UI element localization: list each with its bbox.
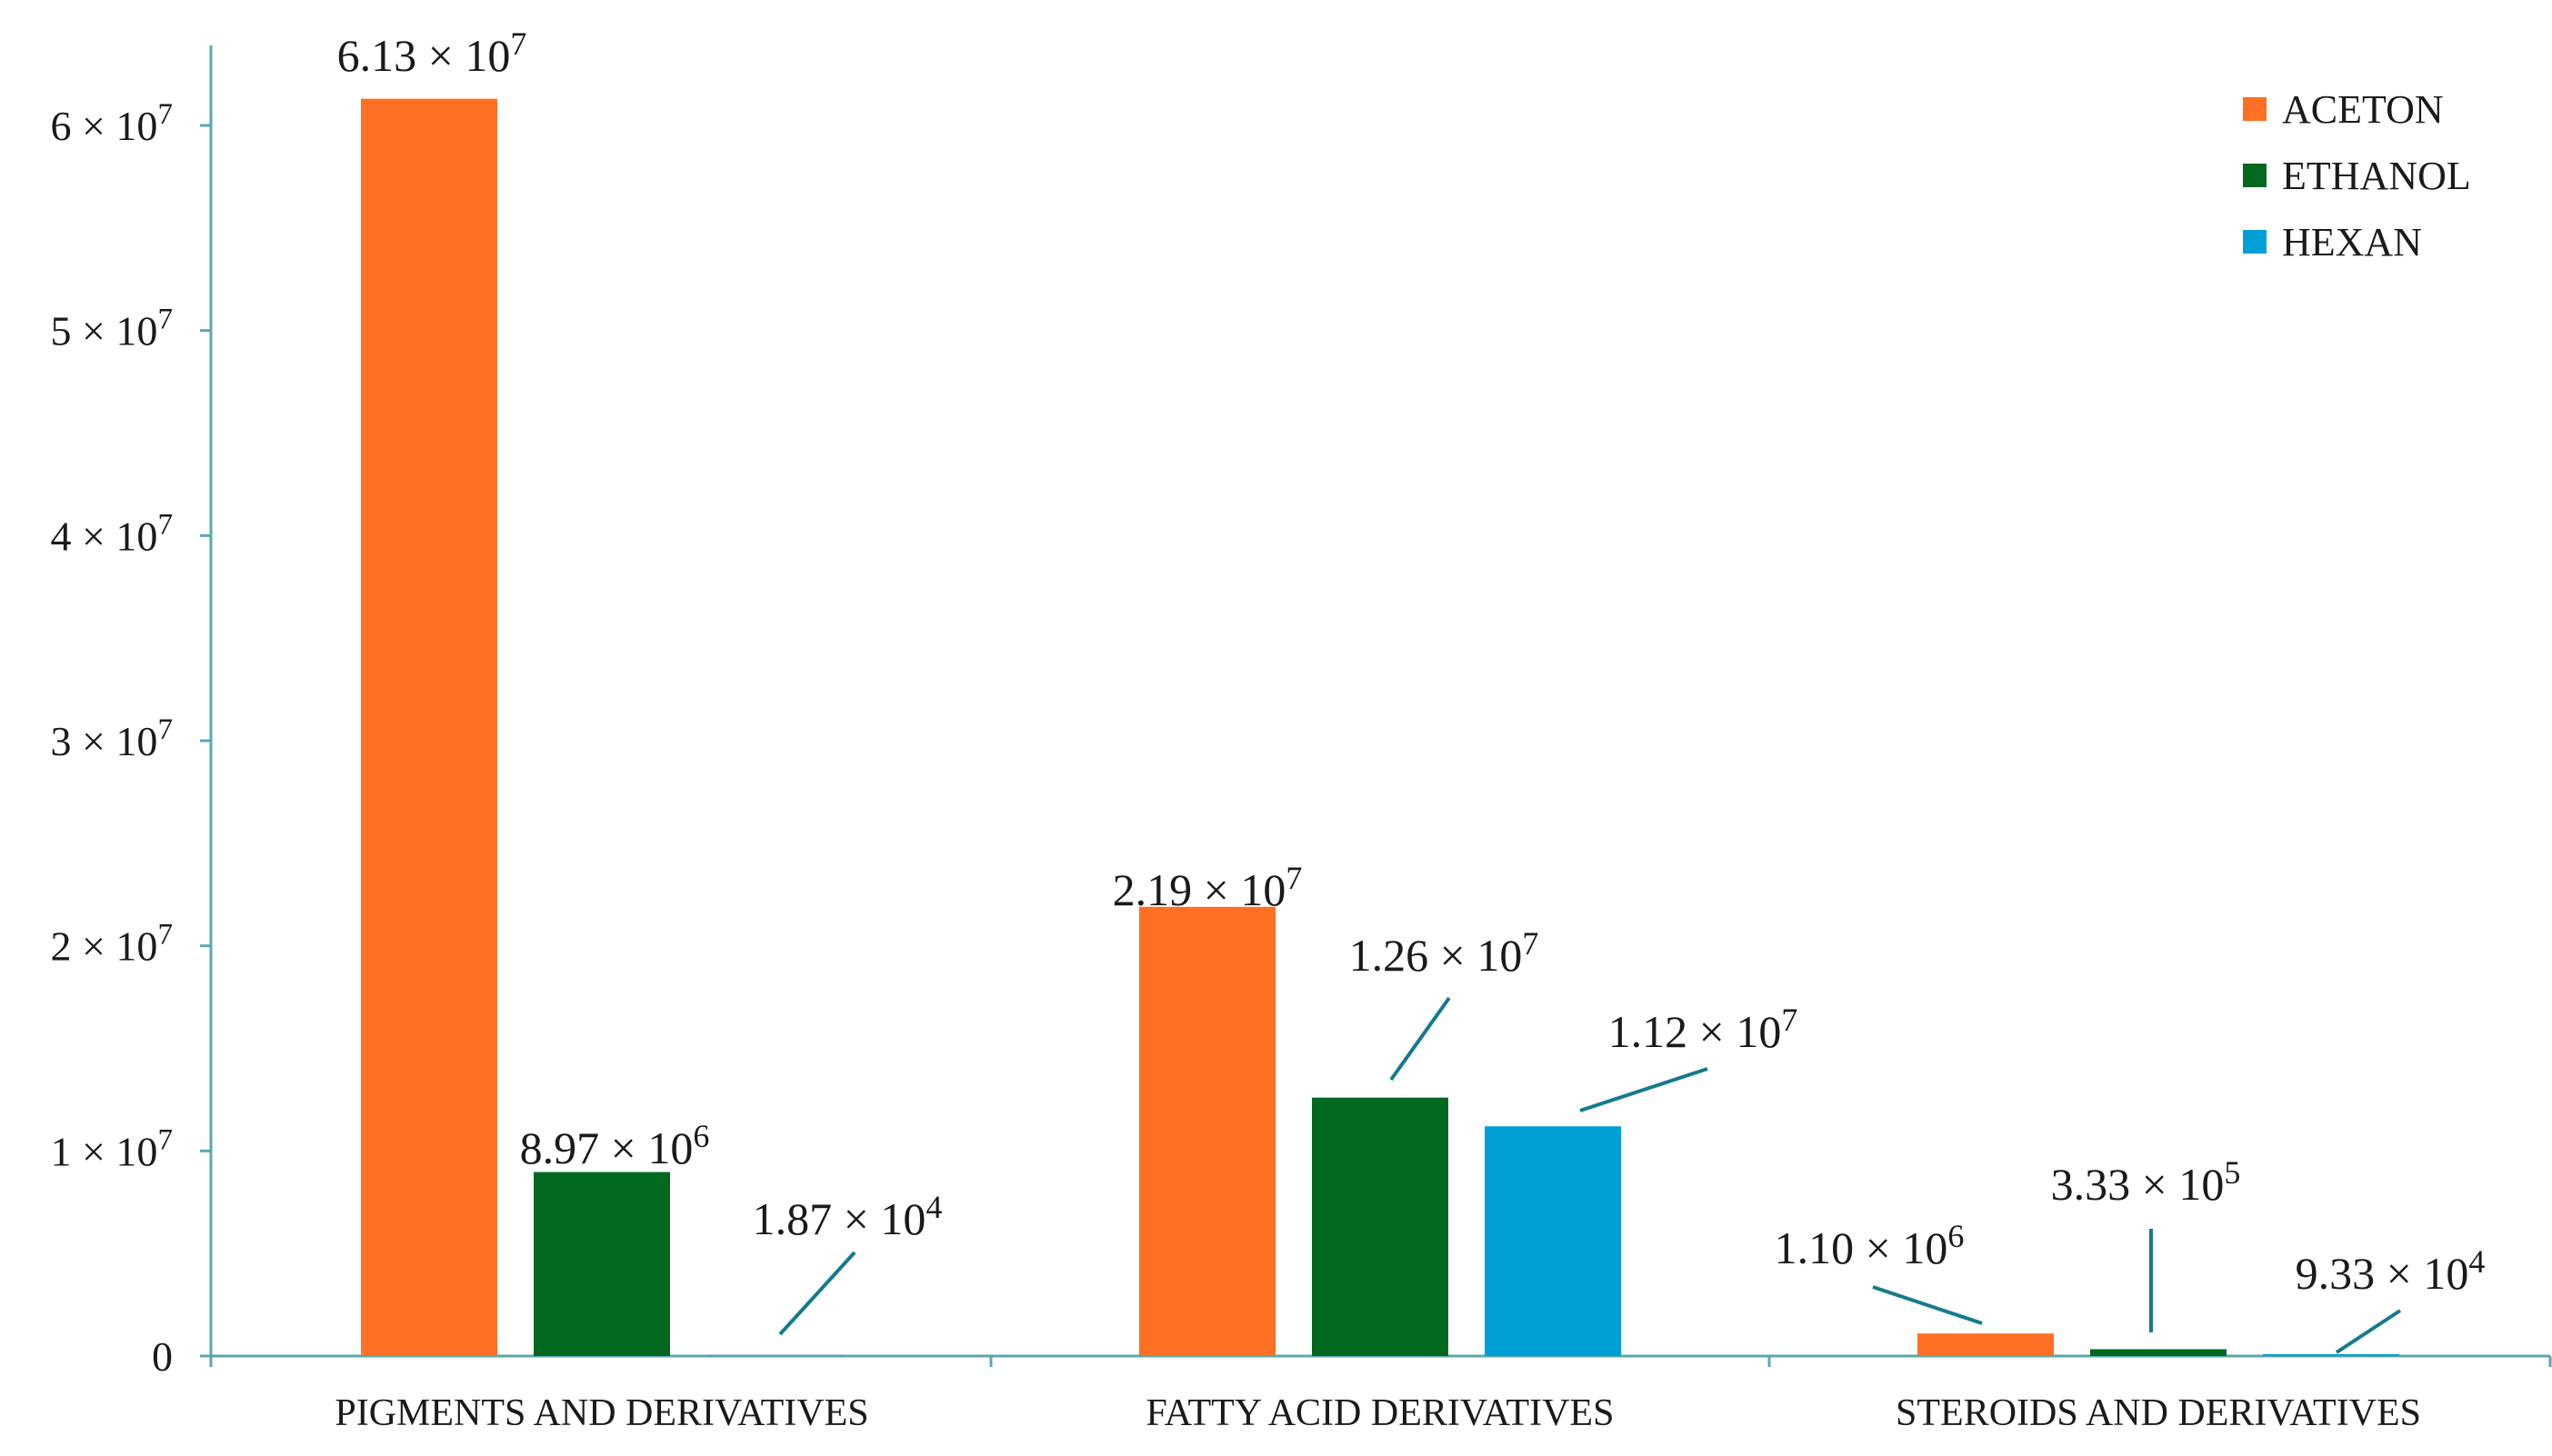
data-label-leader-line bbox=[1872, 1285, 1983, 1325]
bar-hexan bbox=[1485, 1126, 1621, 1356]
data-label-leader-line bbox=[778, 1251, 856, 1336]
legend-label-ethanol: ETHANOL bbox=[2282, 154, 2471, 198]
x-category-label: FATTY ACID DERIVATIVES bbox=[1146, 1392, 1615, 1434]
x-category-label: PIGMENTS AND DERIVATIVES bbox=[335, 1392, 868, 1434]
y-tick-label: 3 × 107 bbox=[50, 713, 173, 764]
data-label-ethanol: 1.26 × 107 bbox=[1349, 925, 1539, 981]
data-label-leader-line bbox=[1579, 1067, 1708, 1112]
data-label-leader-line bbox=[2335, 1309, 2402, 1354]
y-tick-label: 4 × 107 bbox=[50, 507, 173, 559]
legend-swatch-aceton bbox=[2243, 97, 2267, 121]
bar-ethanol bbox=[2090, 1349, 2227, 1356]
bar-aceton bbox=[1139, 906, 1276, 1356]
x-category-label: STEROIDS AND DERIVATIVES bbox=[1896, 1392, 2421, 1434]
y-tick-label: 6 × 107 bbox=[50, 97, 173, 149]
y-tick-label: 5 × 107 bbox=[50, 303, 173, 354]
bar-hexan bbox=[2263, 1353, 2399, 1356]
y-tick-label: 2 × 107 bbox=[50, 918, 173, 970]
data-label-aceton: 1.10 × 106 bbox=[1775, 1218, 1965, 1273]
legend-swatch-hexan bbox=[2243, 230, 2267, 254]
bar-ethanol bbox=[534, 1172, 670, 1356]
bar-ethanol bbox=[1312, 1097, 1448, 1356]
data-label-leader-line bbox=[1389, 996, 1451, 1082]
data-label-hexan: 1.12 × 107 bbox=[1608, 1002, 1798, 1057]
data-label-hexan: 1.87 × 104 bbox=[753, 1189, 943, 1244]
data-label-ethanol: 8.97 × 106 bbox=[520, 1118, 710, 1173]
data-label-aceton: 6.13 × 107 bbox=[337, 25, 527, 81]
legend-label-hexan: HEXAN bbox=[2282, 220, 2422, 264]
legend-label-aceton: ACETON bbox=[2282, 87, 2444, 132]
data-label-ethanol: 3.33 × 105 bbox=[2051, 1154, 2241, 1210]
bar-hexan bbox=[706, 1355, 843, 1356]
y-tick-label: 1 × 107 bbox=[50, 1122, 173, 1174]
data-label-hexan: 9.33 × 104 bbox=[2296, 1243, 2486, 1299]
legend-swatch-ethanol bbox=[2243, 164, 2267, 187]
y-tick-label: 0 bbox=[152, 1333, 173, 1380]
bar-aceton bbox=[361, 98, 497, 1356]
bar-aceton bbox=[1917, 1333, 2054, 1356]
data-label-aceton: 2.19 × 107 bbox=[1113, 860, 1303, 915]
